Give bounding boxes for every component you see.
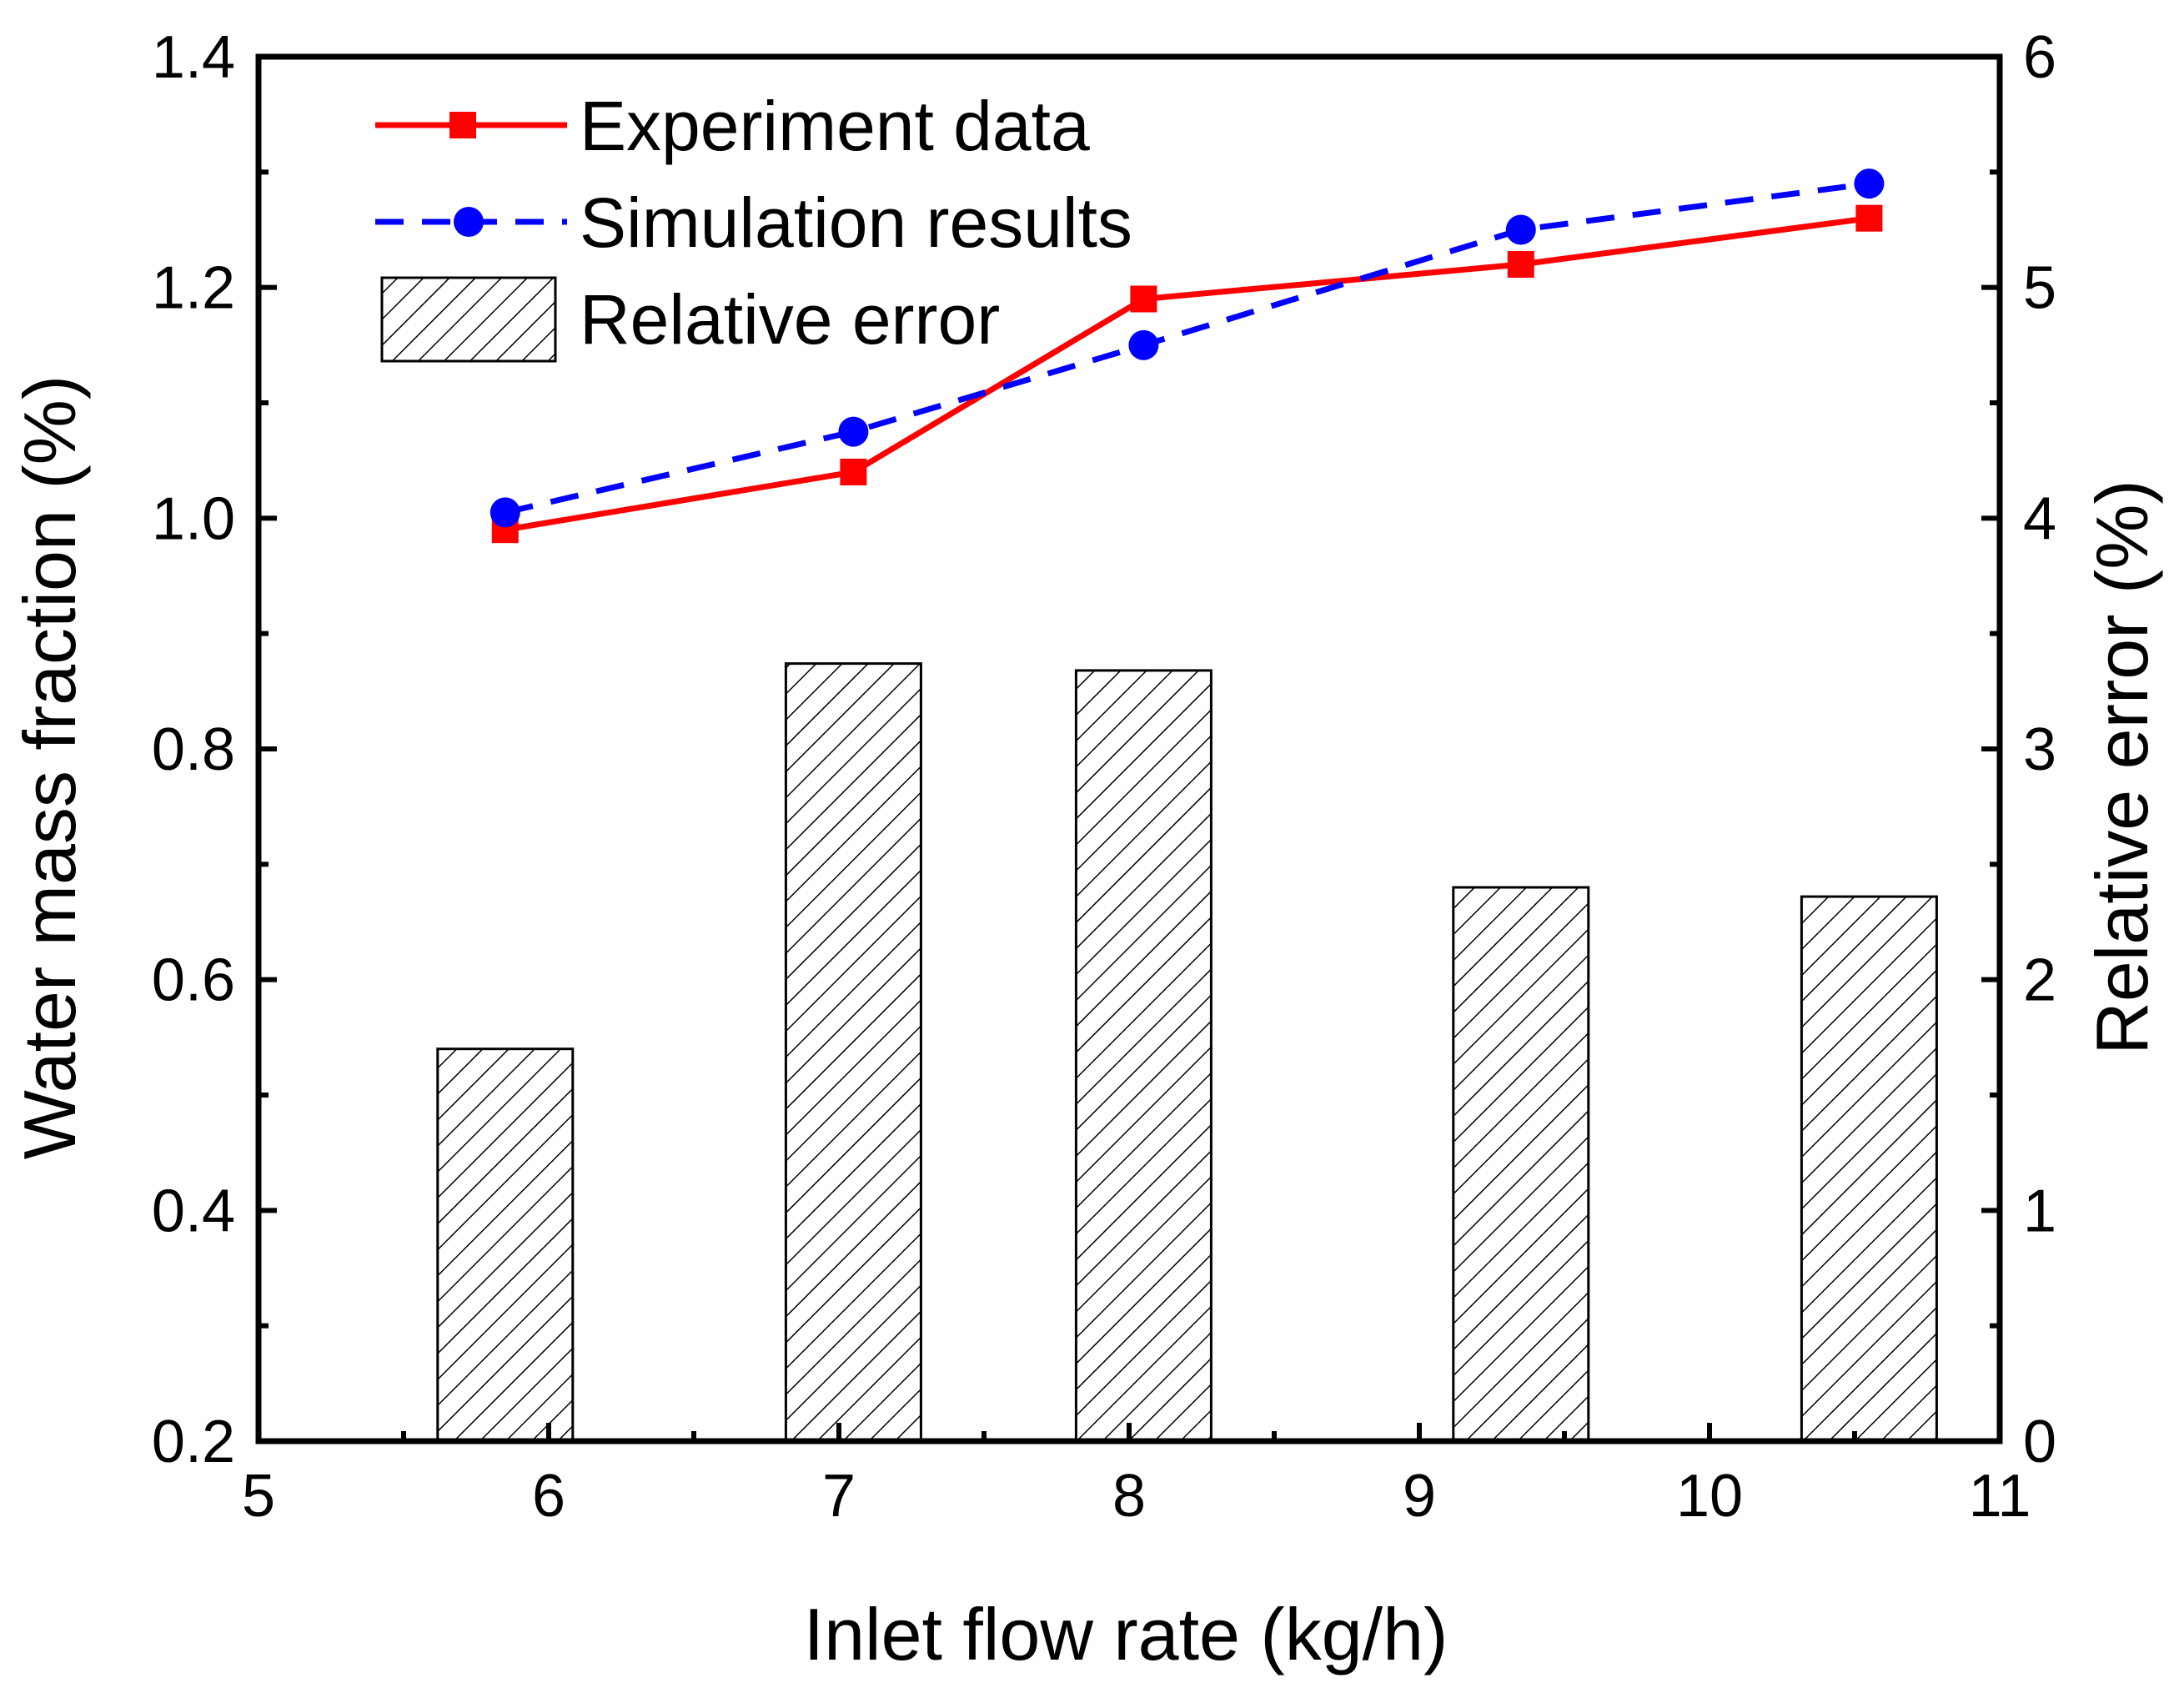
- legend-label-simulation: Simulation results: [580, 183, 1132, 262]
- series-line-experiment: [505, 215, 1870, 533]
- y-right-tick-label: 0: [2023, 1409, 2056, 1475]
- y-left-tick-label: 1.2: [152, 255, 235, 322]
- point-simulation: [1854, 168, 1885, 199]
- y-left-tick-label: 0.8: [152, 716, 235, 783]
- y-right-tick-label: 3: [2023, 716, 2056, 783]
- point-experiment: [840, 459, 867, 485]
- y-left-tick-label: 0.4: [152, 1178, 235, 1244]
- x-tick-label: 8: [1112, 1463, 1146, 1530]
- y-left-tick-label: 0.2: [152, 1409, 235, 1475]
- bar-relative-error: [1452, 886, 1590, 1443]
- point-simulation: [838, 416, 869, 447]
- y-right-tick-label: 5: [2023, 255, 2056, 322]
- bar-relative-error: [1074, 669, 1212, 1443]
- y-axis-left-title: Water mass fraction (%): [8, 375, 91, 1159]
- legend-swatch-hatched: [380, 276, 557, 363]
- lines-layer: [490, 168, 1885, 544]
- legend-marker-circle: [454, 207, 484, 237]
- y-right-tick-label: 6: [2023, 24, 2056, 91]
- y-right-tick-label: 2: [2023, 947, 2056, 1014]
- x-tick-label: 7: [822, 1463, 856, 1530]
- x-tick-label: 9: [1403, 1463, 1436, 1530]
- y-left-tick-label: 1.0: [152, 485, 235, 552]
- legend-item-experiment: Experiment data: [375, 87, 1090, 165]
- bar-relative-error: [784, 662, 922, 1443]
- ticks-layer: 5 6 7 8 9 10 11 0.2 0.4 0.6 0.8 1.0 1.2 1.4 0 1 2 3 4 5 6: [152, 24, 2056, 1530]
- x-tick-label: 11: [1969, 1463, 2031, 1530]
- point-experiment: [1507, 251, 1534, 278]
- legend-item-relative-error: Relative error: [380, 276, 1000, 363]
- point-simulation: [1128, 329, 1159, 360]
- x-tick-label: 10: [1676, 1463, 1743, 1530]
- y-axis-right-title: Relative error (%): [2081, 480, 2163, 1054]
- y-right-tick-label: 1: [2023, 1178, 2056, 1244]
- point-experiment: [1855, 204, 1883, 232]
- point-simulation: [490, 497, 520, 528]
- legend-label-relative-error: Relative error: [580, 280, 1000, 359]
- x-tick-label: 5: [242, 1463, 275, 1530]
- y-left-tick-label: 1.4: [152, 24, 235, 91]
- bar-relative-error: [1800, 895, 1938, 1443]
- legend-marker-square: [449, 112, 476, 138]
- x-axis-title: Inlet flow rate (kg/h): [804, 1593, 1448, 1675]
- bar-relative-error: [436, 1047, 575, 1443]
- point-simulation: [1505, 214, 1536, 245]
- y-left-tick-label: 0.6: [152, 947, 235, 1014]
- legend-item-simulation: Simulation results: [375, 183, 1132, 262]
- y-right-tick-label: 4: [2023, 485, 2056, 552]
- x-tick-label: 6: [532, 1463, 565, 1530]
- point-experiment: [1130, 285, 1157, 313]
- legend: Experiment data Simulation results Relat…: [375, 87, 1132, 363]
- legend-label-experiment: Experiment data: [580, 87, 1090, 165]
- bars-layer: [436, 662, 1938, 1443]
